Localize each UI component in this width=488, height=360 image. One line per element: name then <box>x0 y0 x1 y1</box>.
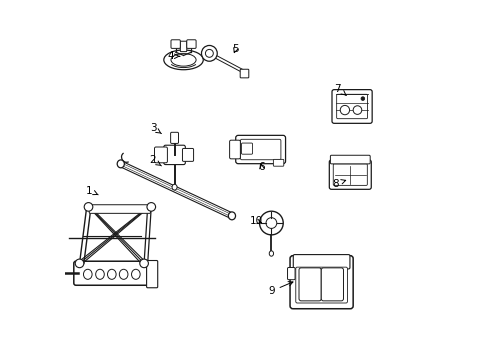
FancyBboxPatch shape <box>321 268 343 301</box>
Text: 7: 7 <box>334 84 346 95</box>
Text: 2: 2 <box>149 155 161 166</box>
FancyBboxPatch shape <box>293 255 349 269</box>
Text: 1: 1 <box>86 186 98 196</box>
FancyBboxPatch shape <box>333 164 366 185</box>
Ellipse shape <box>172 184 177 190</box>
FancyBboxPatch shape <box>74 261 153 285</box>
Circle shape <box>259 211 283 235</box>
FancyBboxPatch shape <box>240 69 248 78</box>
PathPatch shape <box>120 161 233 219</box>
FancyBboxPatch shape <box>235 135 285 164</box>
Text: 3: 3 <box>149 123 161 134</box>
FancyBboxPatch shape <box>289 256 352 309</box>
Circle shape <box>147 203 155 211</box>
FancyBboxPatch shape <box>146 261 158 288</box>
FancyBboxPatch shape <box>273 159 283 166</box>
FancyBboxPatch shape <box>170 132 178 143</box>
Circle shape <box>340 105 349 115</box>
FancyBboxPatch shape <box>229 140 240 159</box>
FancyBboxPatch shape <box>163 145 185 165</box>
Circle shape <box>84 203 93 211</box>
Circle shape <box>352 106 361 114</box>
Text: 10: 10 <box>249 216 263 226</box>
Text: 5: 5 <box>232 44 238 54</box>
Ellipse shape <box>51 269 57 278</box>
Text: 6: 6 <box>258 162 264 172</box>
Ellipse shape <box>228 212 235 220</box>
FancyBboxPatch shape <box>295 267 346 303</box>
FancyBboxPatch shape <box>182 148 193 161</box>
FancyBboxPatch shape <box>330 155 369 164</box>
FancyBboxPatch shape <box>331 90 371 123</box>
FancyBboxPatch shape <box>240 139 280 160</box>
Ellipse shape <box>96 269 104 279</box>
FancyBboxPatch shape <box>287 267 294 280</box>
Circle shape <box>75 259 83 268</box>
FancyBboxPatch shape <box>298 268 321 301</box>
Ellipse shape <box>269 251 273 256</box>
Ellipse shape <box>117 160 124 168</box>
FancyBboxPatch shape <box>186 40 196 48</box>
Ellipse shape <box>202 48 216 58</box>
FancyBboxPatch shape <box>328 160 370 189</box>
FancyBboxPatch shape <box>241 143 252 154</box>
FancyBboxPatch shape <box>89 205 150 213</box>
Circle shape <box>140 259 148 268</box>
FancyBboxPatch shape <box>336 94 367 119</box>
Ellipse shape <box>83 269 92 279</box>
Text: 4: 4 <box>167 51 180 61</box>
FancyBboxPatch shape <box>171 40 180 48</box>
Circle shape <box>265 218 276 228</box>
Ellipse shape <box>131 269 140 279</box>
FancyBboxPatch shape <box>180 41 186 51</box>
Ellipse shape <box>119 269 128 279</box>
Text: 9: 9 <box>267 282 292 296</box>
Ellipse shape <box>171 54 196 66</box>
Circle shape <box>201 45 217 61</box>
Circle shape <box>360 97 364 100</box>
Text: 8: 8 <box>332 179 345 189</box>
FancyBboxPatch shape <box>154 147 167 163</box>
Circle shape <box>205 49 213 57</box>
Ellipse shape <box>163 50 203 70</box>
Ellipse shape <box>107 269 116 279</box>
